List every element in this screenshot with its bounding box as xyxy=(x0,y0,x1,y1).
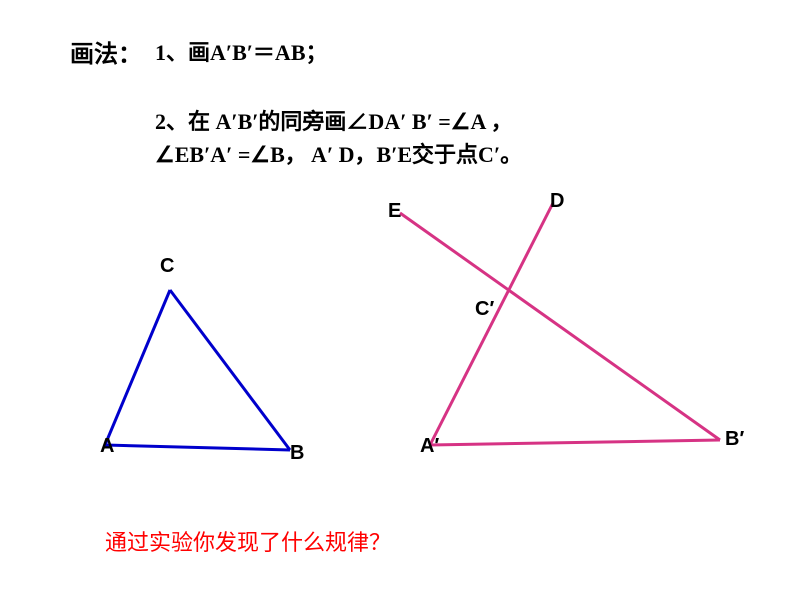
segment-apbp xyxy=(430,440,720,445)
triangle-abc xyxy=(105,290,290,450)
label-cp: C′ xyxy=(475,298,494,321)
ray-apd xyxy=(430,203,553,445)
label-bp: B′ xyxy=(725,428,744,451)
geometry-diagram xyxy=(0,0,794,596)
label-a: A xyxy=(100,435,114,458)
label-d: D xyxy=(550,190,564,213)
label-b: B xyxy=(290,442,304,465)
segment-ac xyxy=(105,290,170,445)
segment-ab xyxy=(105,445,290,450)
segment-bc xyxy=(170,290,290,450)
discovery-question: 通过实验你发现了什么规律？ xyxy=(105,525,391,557)
triangle-apbpcp xyxy=(400,203,720,445)
ray-bpe xyxy=(400,213,720,440)
label-ap: A′ xyxy=(420,435,439,458)
label-c: C xyxy=(160,255,174,278)
label-e: E xyxy=(388,200,401,223)
